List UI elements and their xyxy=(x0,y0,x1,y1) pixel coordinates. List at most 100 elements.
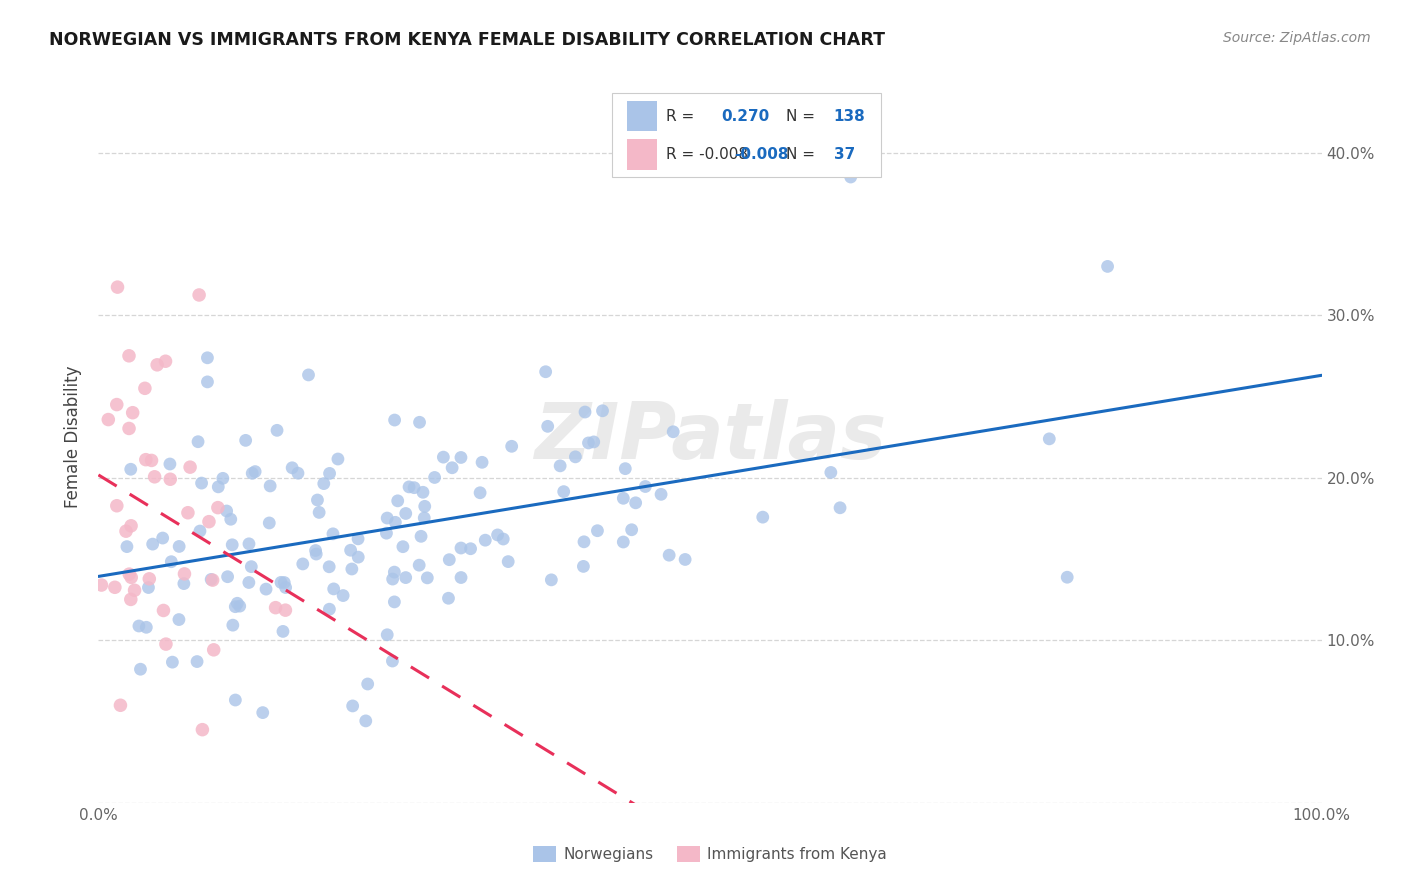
Point xyxy=(614,461,637,475)
Point xyxy=(264,600,287,615)
Point xyxy=(537,419,560,434)
Point xyxy=(160,555,183,569)
Point xyxy=(460,541,482,556)
Point xyxy=(191,723,214,737)
Point xyxy=(138,572,160,586)
Point xyxy=(318,559,340,574)
Point xyxy=(215,504,238,518)
Point xyxy=(179,460,201,475)
Point xyxy=(105,499,128,513)
Point xyxy=(1097,260,1119,274)
Point xyxy=(634,479,657,493)
Point xyxy=(592,404,614,418)
Point xyxy=(496,555,519,569)
Point xyxy=(152,531,174,545)
Legend: Norwegians, Immigrants from Kenya: Norwegians, Immigrants from Kenya xyxy=(527,840,893,868)
Point xyxy=(395,507,418,521)
Point xyxy=(408,415,430,429)
Point xyxy=(259,479,281,493)
Point xyxy=(228,599,250,614)
Point xyxy=(308,505,330,519)
Point xyxy=(1038,432,1060,446)
Point xyxy=(254,582,277,596)
Point xyxy=(304,543,326,558)
Point xyxy=(201,573,224,587)
Text: NORWEGIAN VS IMMIGRANTS FROM KENYA FEMALE DISABILITY CORRELATION CHART: NORWEGIAN VS IMMIGRANTS FROM KENYA FEMAL… xyxy=(49,31,886,49)
Point xyxy=(120,518,142,533)
Point xyxy=(553,484,575,499)
Point xyxy=(159,457,181,471)
Point xyxy=(142,537,165,551)
Point xyxy=(387,493,409,508)
Point xyxy=(287,466,309,480)
Point xyxy=(138,581,160,595)
Point xyxy=(307,493,329,508)
Point xyxy=(235,434,257,448)
Point xyxy=(375,511,398,525)
Point xyxy=(347,532,370,546)
Point xyxy=(381,654,404,668)
Text: 138: 138 xyxy=(834,109,865,123)
Point xyxy=(177,506,200,520)
Point xyxy=(540,573,562,587)
Point xyxy=(173,576,195,591)
Point xyxy=(107,280,129,294)
Text: R =: R = xyxy=(666,109,695,123)
Point xyxy=(173,566,195,581)
Point xyxy=(578,436,600,450)
Point xyxy=(312,476,335,491)
Point xyxy=(1056,570,1078,584)
Point xyxy=(413,500,436,514)
Point xyxy=(384,413,406,427)
Point xyxy=(752,510,775,524)
Point xyxy=(274,603,297,617)
Point xyxy=(155,637,177,651)
Point xyxy=(188,288,211,302)
Point xyxy=(347,550,370,565)
Y-axis label: Female Disability: Female Disability xyxy=(65,366,83,508)
Text: N =: N = xyxy=(786,109,815,123)
Point xyxy=(141,453,163,467)
Point xyxy=(238,537,260,551)
Point xyxy=(110,698,132,713)
Point xyxy=(413,511,436,525)
Point xyxy=(381,572,404,586)
Point xyxy=(828,500,851,515)
Text: Source: ZipAtlas.com: Source: ZipAtlas.com xyxy=(1223,31,1371,45)
Point xyxy=(326,452,349,467)
Point xyxy=(273,575,295,590)
Point xyxy=(318,602,340,616)
Point xyxy=(620,523,643,537)
Text: 0.270: 0.270 xyxy=(721,109,769,123)
Point xyxy=(120,570,142,584)
Point xyxy=(198,515,221,529)
Point xyxy=(564,450,586,464)
Point xyxy=(382,565,405,579)
Point xyxy=(650,487,672,501)
Point xyxy=(412,485,434,500)
Point xyxy=(115,540,138,554)
Point xyxy=(202,643,225,657)
Bar xyxy=(627,139,658,170)
Point xyxy=(188,524,211,538)
Point xyxy=(197,375,219,389)
FancyBboxPatch shape xyxy=(612,94,882,178)
Point xyxy=(118,567,141,582)
Point xyxy=(354,714,377,728)
Point xyxy=(105,398,128,412)
Point xyxy=(159,472,181,486)
Bar xyxy=(627,101,658,131)
Point xyxy=(90,578,112,592)
Point xyxy=(217,570,239,584)
Point xyxy=(270,575,292,590)
Point xyxy=(501,439,523,453)
Point xyxy=(574,405,596,419)
Point xyxy=(572,559,595,574)
Text: ZIPatlas: ZIPatlas xyxy=(534,399,886,475)
Point xyxy=(221,538,243,552)
Point xyxy=(322,526,344,541)
Point xyxy=(104,580,127,594)
Point xyxy=(534,365,557,379)
Point xyxy=(207,500,229,515)
Point xyxy=(271,624,294,639)
